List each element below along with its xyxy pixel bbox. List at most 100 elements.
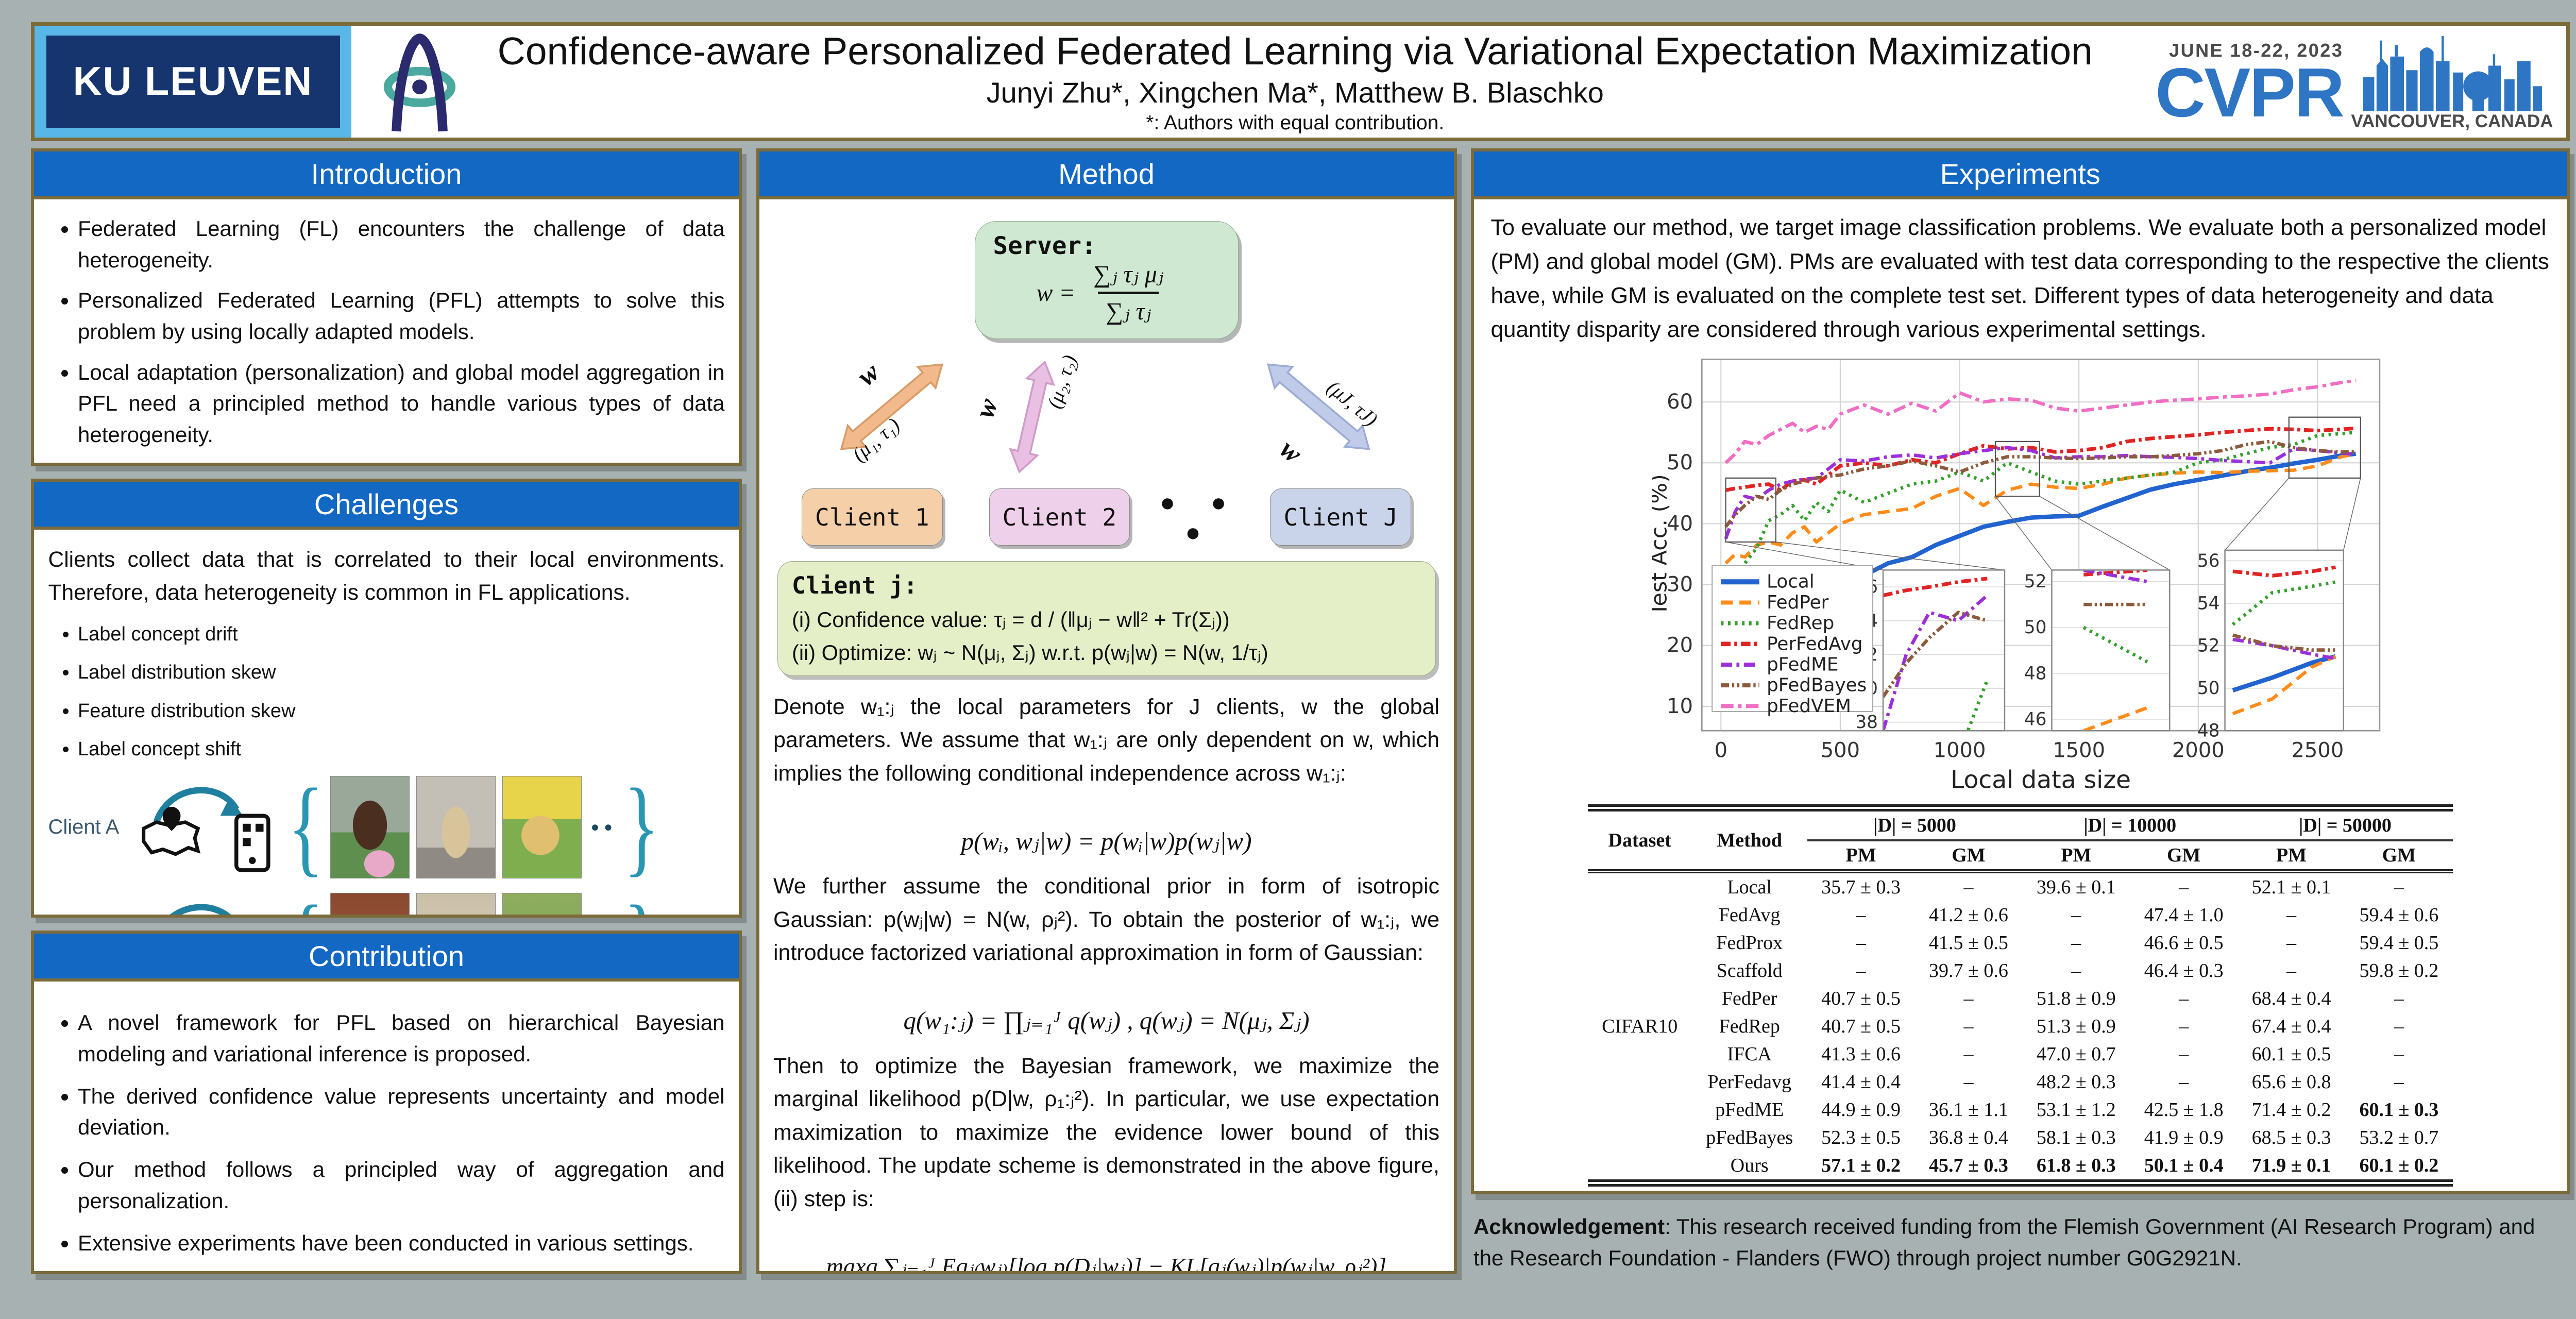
- table-row: PerFedavg 41.4 ± 0.4 – 48.2 ± 0.3 – 65.6 ± 0.…: [1588, 1068, 2453, 1096]
- value-cell: 47.4 ± 1.0: [2144, 904, 2224, 926]
- table-row: pFedBayes 52.3 ± 0.5 36.8 ± 0.4 58.1 ± 0.3 4…: [1588, 1124, 2453, 1152]
- dog-photo: [502, 775, 582, 879]
- value-cell: 40.7 ± 0.5: [1821, 1016, 1901, 1037]
- value-cell: 60.1 ± 0.3: [2359, 1099, 2439, 1121]
- bullet-item: Federated Learning (FL) encounters the c…: [78, 213, 725, 276]
- value-cell: 46.4 ± 0.3: [2144, 960, 2224, 982]
- value-cell: 71.9 ± 0.1: [2251, 1155, 2331, 1176]
- client-a-label: Client A: [48, 815, 120, 838]
- col-group: |D| = 50000: [2238, 808, 2453, 841]
- value-cell: 59.4 ± 0.6: [2359, 904, 2439, 926]
- method-paragraph-3: Then to optimize the Bayesian framework,…: [773, 1053, 1439, 1211]
- bullet-item: Our method follows a principled way of a…: [78, 1154, 725, 1217]
- col-group: |D| = 10000: [2022, 808, 2238, 841]
- table-row: CIFAR10 Local 35.7 ± 0.3 – 39.6 ± 0.1 – 52.1 ±…: [1588, 871, 2453, 1037]
- method-paragraph-1: Denote w₁:ⱼ the local parameters for J c…: [773, 694, 1439, 786]
- experiments-paragraph: To evaluate our method, we target image …: [1490, 215, 2549, 342]
- challenges-title: Challenges: [34, 481, 739, 530]
- variational-equation: q(w₁:ⱼ) = ∏ⱼ₌₁ᴶ q(wⱼ) , q(wⱼ) = N(μⱼ, Σⱼ…: [903, 1006, 1310, 1035]
- value-cell: 53.1 ± 1.2: [2036, 1099, 2116, 1121]
- col-sub: GM: [2166, 844, 2201, 866]
- value-cell: 42.5 ± 1.8: [2144, 1099, 2224, 1121]
- method-cell: pFedBayes: [1706, 1127, 1793, 1148]
- svg-text:56: 56: [2197, 550, 2220, 571]
- bullet-item: Personalized Federated Learning (PFL) at…: [78, 285, 725, 348]
- experiments-panel: Experiments To evaluate our method, we t…: [1471, 148, 2570, 1195]
- value-cell: –: [1963, 1043, 1974, 1065]
- svg-text:500: 500: [1821, 738, 1860, 762]
- bullet-item: Label distribution skew: [78, 658, 725, 687]
- client-row: Client 1 Client 2 ● ● ● Client J: [773, 487, 1439, 547]
- cvpr-date: JUNE 18-22, 2023: [2169, 39, 2344, 61]
- value-cell: –: [2394, 1016, 2404, 1037]
- accuracy-chart: 3840424446464850524850525456050010001500…: [1488, 353, 2553, 796]
- experiments-title: Experiments: [1474, 151, 2567, 199]
- independence-equation: p(wᵢ, wⱼ|w) = p(wᵢ|w)p(wⱼ|w): [961, 826, 1252, 855]
- svg-text:50: 50: [1667, 451, 1693, 475]
- value-cell: –: [2394, 988, 2404, 1009]
- table-row: IFCA 41.3 ± 0.6 – 47.0 ± 0.7 – 60.1 ± 0.5 –: [1588, 1040, 2453, 1068]
- client-b-row: Client B: [48, 890, 725, 915]
- value-cell: 51.8 ± 0.9: [2036, 988, 2116, 1009]
- svg-text:0: 0: [1715, 738, 1727, 762]
- dog-photo: [330, 892, 410, 915]
- phone-icon: [234, 814, 270, 873]
- method-cell: FedRep: [1719, 1016, 1780, 1037]
- value-cell: –: [2071, 960, 2081, 982]
- col-dataset: Dataset: [1608, 830, 1671, 851]
- svg-text:10: 10: [1667, 694, 1693, 718]
- contribution-panel: Contribution A novel framework for PFL b…: [31, 930, 742, 1274]
- value-cell: –: [2179, 1016, 2189, 1037]
- value-cell: 41.3 ± 0.6: [1821, 1043, 1901, 1065]
- challenges-panel: Challenges Clients collect data that is …: [31, 478, 742, 918]
- svg-text:FedRep: FedRep: [1767, 613, 1834, 634]
- value-cell: 60.1 ± 0.2: [2359, 1155, 2439, 1176]
- table-row: pFedME 44.9 ± 0.9 36.1 ± 1.1 53.1 ± 1.2 42.5…: [1588, 1096, 2453, 1124]
- value-cell: 50.1 ± 0.4: [2144, 1155, 2224, 1176]
- col-sub: GM: [2382, 844, 2416, 866]
- method-cell: FedAvg: [1718, 904, 1781, 926]
- acknowledgement: Acknowledgement: This research received …: [1473, 1214, 2535, 1270]
- confidence-value-equation: (i) Confidence value: τⱼ = d / (‖μⱼ − w‖…: [792, 607, 1230, 632]
- svg-text:50: 50: [2024, 617, 2047, 638]
- introduction-title: Introduction: [34, 151, 739, 199]
- poster-authors: Junyi Zhu*, Xingchen Ma*, Matthew B. Bla…: [986, 76, 1604, 109]
- poster-root: KU LEUVEN Confidence-aware Personalized …: [0, 0, 2576, 1288]
- col-sub: GM: [1952, 844, 1986, 866]
- svg-text:20: 20: [1667, 633, 1693, 657]
- svg-text:pFedBayes: pFedBayes: [1767, 674, 1867, 696]
- value-cell: 45.7 ± 0.3: [1929, 1155, 2008, 1176]
- table-row: Scaffold – 39.7 ± 0.6 – 46.4 ± 0.3 – 59.8 ± 0.…: [1588, 957, 2453, 985]
- results-table: Dataset Method |D| = 5000 |D| = 10000 |D| = …: [1587, 804, 2453, 1187]
- value-cell: 65.6 ± 0.8: [2251, 1071, 2331, 1093]
- bullet-item: Extensive experiments have been conducte…: [78, 1228, 725, 1259]
- method-cell: FedProx: [1716, 932, 1783, 954]
- dog-photo: [330, 775, 410, 879]
- method-panel: Method Server: w = ∑ⱼ τⱼ μⱼ ∑ⱼ τⱼ: [756, 148, 1457, 1274]
- value-cell: –: [2394, 1071, 2404, 1093]
- optimize-equation: (ii) Optimize: wⱼ ~ N(μⱼ, Σⱼ) w.r.t. p(w…: [792, 640, 1268, 665]
- value-cell: 68.4 ± 0.4: [2251, 988, 2331, 1009]
- server-equation: w = ∑ⱼ τⱼ μⱼ ∑ⱼ τⱼ: [1036, 261, 1164, 325]
- value-cell: 35.7 ± 0.3: [1821, 876, 1901, 898]
- value-cell: –: [1963, 988, 1974, 1009]
- svg-text:52: 52: [2197, 635, 2220, 656]
- value-cell: –: [2179, 988, 2189, 1009]
- value-cell: –: [2179, 1043, 2189, 1065]
- method-cell: PerFedavg: [1707, 1071, 1791, 1093]
- challenges-bullets: Label concept drift Label distribution sk…: [48, 620, 725, 765]
- svg-text:PerFedAvg: PerFedAvg: [1767, 633, 1862, 654]
- close-brace: }: [623, 890, 659, 915]
- value-cell: –: [1856, 904, 1866, 926]
- left-column: Introduction Federated Learning (FL) enc…: [31, 148, 742, 1274]
- svg-text:1500: 1500: [2053, 738, 2105, 762]
- svg-text:54: 54: [2197, 593, 2220, 614]
- value-cell: 47.0 ± 0.7: [2036, 1043, 2116, 1065]
- value-cell: 52.1 ± 0.1: [2251, 876, 2331, 898]
- col-group: |D| = 5000: [1807, 808, 2023, 841]
- table-row: FedAvg – 41.2 ± 0.6 – 47.4 ± 1.0 – 59.4 ± 0.6: [1588, 901, 2453, 929]
- arch-logo: [351, 26, 488, 138]
- client-1-box: Client 1: [802, 488, 943, 546]
- svg-text:40: 40: [1667, 512, 1693, 535]
- col-sub: PM: [2276, 844, 2307, 866]
